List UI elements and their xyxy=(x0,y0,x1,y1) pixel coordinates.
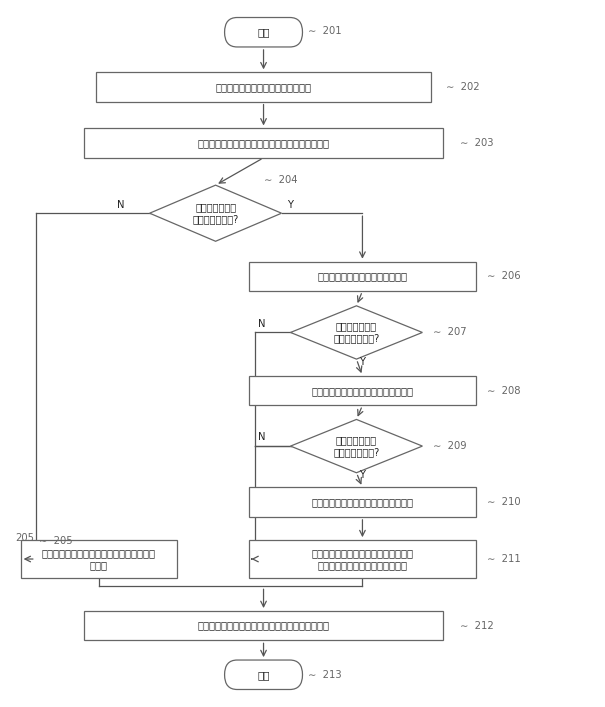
Text: Y: Y xyxy=(359,357,365,367)
Text: N: N xyxy=(258,433,265,443)
Text: 环境温度值大于
设定温度门限值?: 环境温度值大于 设定温度门限值? xyxy=(192,202,239,224)
Text: ∼  207: ∼ 207 xyxy=(433,327,467,337)
Text: 偏置电流值大于
设定电流上限值?: 偏置电流值大于 设定电流上限值? xyxy=(333,322,379,344)
Text: ∼  206: ∼ 206 xyxy=(487,271,521,281)
Text: 偏置电流值小于
设定电流下限值?: 偏置电流值小于 设定电流下限值? xyxy=(333,436,379,457)
Text: 以基准偏置电流值和基准调制电流值为实际
补偿值: 以基准偏置电流值和基准调制电流值为实际 补偿值 xyxy=(42,548,155,570)
FancyBboxPatch shape xyxy=(224,660,302,689)
Text: 控制第一比例因子和第二比例因子递增: 控制第一比例因子和第二比例因子递增 xyxy=(312,497,413,507)
Text: ∼  201: ∼ 201 xyxy=(309,26,342,36)
Polygon shape xyxy=(290,419,422,473)
FancyBboxPatch shape xyxy=(249,376,476,405)
Text: 开始: 开始 xyxy=(257,28,270,37)
Text: N: N xyxy=(258,319,265,329)
Text: 生成第一比例因子和第二比例因子: 生成第一比例因子和第二比例因子 xyxy=(318,271,407,281)
Text: 获取需要补偿的基准偏置电流值和基准调制电流值: 获取需要补偿的基准偏置电流值和基准调制电流值 xyxy=(198,138,330,148)
Text: ∼  204: ∼ 204 xyxy=(264,175,297,185)
Text: Y: Y xyxy=(287,199,293,209)
FancyBboxPatch shape xyxy=(83,129,443,158)
FancyBboxPatch shape xyxy=(249,262,476,291)
Text: 利用第一、第二比例因子获取实际偏置
电流补偿值和实际调制电流补偿值: 利用第一、第二比例因子获取实际偏置 电流补偿值和实际调制电流补偿值 xyxy=(312,548,413,570)
FancyBboxPatch shape xyxy=(83,611,443,641)
FancyBboxPatch shape xyxy=(224,18,302,47)
Text: 控制第一比例因子和第二比例因子递减: 控制第一比例因子和第二比例因子递减 xyxy=(312,386,413,396)
Text: ∼  203: ∼ 203 xyxy=(460,138,493,148)
Text: ∼  211: ∼ 211 xyxy=(487,554,521,564)
Text: 检测并获取环境温度值和偏置电流值: 检测并获取环境温度值和偏置电流值 xyxy=(215,82,312,92)
Polygon shape xyxy=(149,185,281,241)
FancyBboxPatch shape xyxy=(249,540,476,578)
Text: Y: Y xyxy=(359,470,365,480)
Text: 结束: 结束 xyxy=(257,670,270,679)
Text: ∼  210: ∼ 210 xyxy=(487,497,521,507)
Polygon shape xyxy=(290,306,422,359)
Text: N: N xyxy=(117,199,124,209)
Text: ∼  212: ∼ 212 xyxy=(460,621,493,631)
Text: ∼  213: ∼ 213 xyxy=(309,670,342,679)
FancyBboxPatch shape xyxy=(21,540,177,578)
Text: 根据实际补偿值调整偏置电流参数和调制电流参数: 根据实际补偿值调整偏置电流参数和调制电流参数 xyxy=(198,621,330,631)
Text: ∼  209: ∼ 209 xyxy=(433,441,467,451)
Text: ∼  205: ∼ 205 xyxy=(39,537,73,547)
FancyBboxPatch shape xyxy=(249,487,476,517)
Text: 205: 205 xyxy=(15,534,34,544)
Text: ∼  208: ∼ 208 xyxy=(487,386,521,396)
Text: ∼  202: ∼ 202 xyxy=(446,82,480,92)
FancyBboxPatch shape xyxy=(96,72,431,102)
